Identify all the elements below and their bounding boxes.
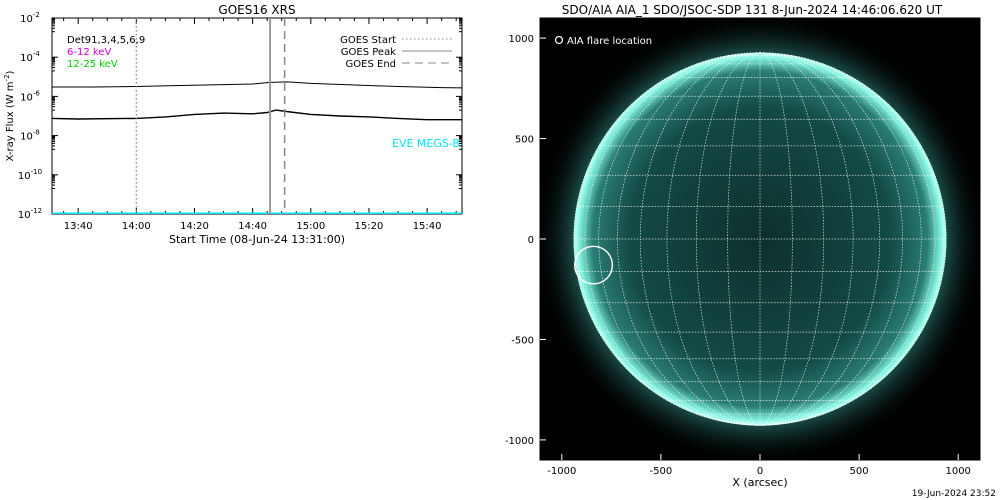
channel-label-0: Det91,3,4,5,6,9 bbox=[67, 35, 145, 46]
plot-frame bbox=[51, 17, 463, 215]
y-tick-label: 10-8 bbox=[20, 129, 40, 143]
legend-flare-label: AIA flare location bbox=[567, 36, 652, 47]
longitude-line bbox=[759, 52, 947, 426]
x-tick-label: 14:00 bbox=[122, 221, 151, 232]
legend-label-0: GOES Start bbox=[340, 35, 396, 46]
y-axis-label: X-ray Flux (W m-2) bbox=[3, 70, 16, 161]
eve-annotation: EVE MEGS-B bbox=[392, 137, 460, 150]
x-tick-label: 14:20 bbox=[180, 221, 209, 232]
longitude-line bbox=[759, 52, 881, 426]
aia-x-tick-label: -500 bbox=[650, 466, 673, 477]
longitude-line bbox=[584, 52, 761, 426]
longitude-line bbox=[759, 52, 793, 426]
flare-location-circle bbox=[573, 245, 614, 285]
y-axis: 10-2 10-4 10-6 10-8 10-10 10-12 bbox=[18, 11, 462, 221]
y-tick-label: 10-10 bbox=[18, 168, 42, 182]
event-markers bbox=[135, 18, 286, 214]
aia-y-tick-label: 0 bbox=[528, 235, 534, 246]
legend-label-1: GOES Peak bbox=[341, 47, 396, 58]
longitude-line bbox=[759, 52, 936, 426]
aia-title: SDO/AIA AIA_1 SDO/JSOC-SDP 131 8-Jun-202… bbox=[562, 3, 943, 17]
longitude-line bbox=[573, 52, 761, 426]
chart-title: GOES16 XRS bbox=[218, 3, 295, 17]
series-line-0 bbox=[52, 81, 462, 89]
aia-y-tick-label: 500 bbox=[515, 135, 534, 146]
x-tick-label: 13:40 bbox=[64, 221, 93, 232]
y-tick-label: 10-4 bbox=[20, 50, 40, 64]
aia-x-axis-label: X (arcsec) bbox=[732, 476, 787, 489]
y-tick-label: 10-12 bbox=[18, 207, 42, 221]
heliographic-grid bbox=[573, 52, 947, 426]
aia-x-tick-label: 1000 bbox=[945, 466, 970, 477]
x-tick-label: 15:40 bbox=[413, 221, 442, 232]
longitude-line bbox=[759, 52, 825, 426]
x-axis: 13:40 14:00 14:20 14:40 15:00 15:20 15:40 bbox=[63, 18, 457, 232]
aia-image-panel: SDO/AIA AIA_1 SDO/JSOC-SDP 131 8-Jun-202… bbox=[505, 3, 981, 489]
aia-x-tick-label: 500 bbox=[850, 466, 869, 477]
channel-label-2: 12-25 keV bbox=[67, 59, 118, 70]
aia-y-tick-label: -500 bbox=[511, 335, 534, 346]
x-tick-label: 15:20 bbox=[355, 221, 384, 232]
longitude-line bbox=[727, 52, 761, 426]
x-tick-label: 15:00 bbox=[296, 221, 325, 232]
series-line-1 bbox=[52, 109, 462, 121]
y-tick-label: 10-2 bbox=[20, 11, 40, 25]
footer-timestamp: 19-Jun-2024 23:52 bbox=[912, 489, 996, 499]
aia-y-tick-label: -1000 bbox=[505, 436, 534, 447]
channel-label-1: 6-12 keV bbox=[67, 47, 111, 58]
aia-x-tick-label: -1000 bbox=[547, 466, 576, 477]
longitude-line bbox=[616, 52, 761, 426]
aia-y-axis: 1000 500 0 -500 -1000 bbox=[505, 34, 546, 447]
longitude-line bbox=[759, 52, 904, 426]
legend-circle-icon bbox=[554, 35, 564, 45]
goes-xrs-chart: GOES16 XRS 10-2 10-4 10-6 10-8 10-10 10-12 13… bbox=[3, 3, 463, 246]
legend-label-2: GOES End bbox=[346, 59, 396, 70]
y-axis-unit-exponent: -2 bbox=[3, 74, 11, 81]
longitude-line bbox=[666, 52, 761, 426]
x-tick-label: 14:40 bbox=[238, 221, 267, 232]
longitude-line bbox=[759, 52, 854, 426]
longitude-line bbox=[759, 52, 922, 426]
x-axis-label: Start Time (08-Jun-24 13:31:00) bbox=[169, 233, 345, 246]
aia-x-axis: -1000 -500 0 500 1000 bbox=[547, 454, 971, 477]
aia-x-tick-label: 0 bbox=[757, 466, 763, 477]
longitude-line bbox=[598, 52, 761, 426]
longitude-line bbox=[639, 52, 761, 426]
longitude-line bbox=[695, 52, 761, 426]
y-tick-label: 10-6 bbox=[20, 89, 40, 103]
aia-y-tick-label: 1000 bbox=[509, 34, 534, 45]
